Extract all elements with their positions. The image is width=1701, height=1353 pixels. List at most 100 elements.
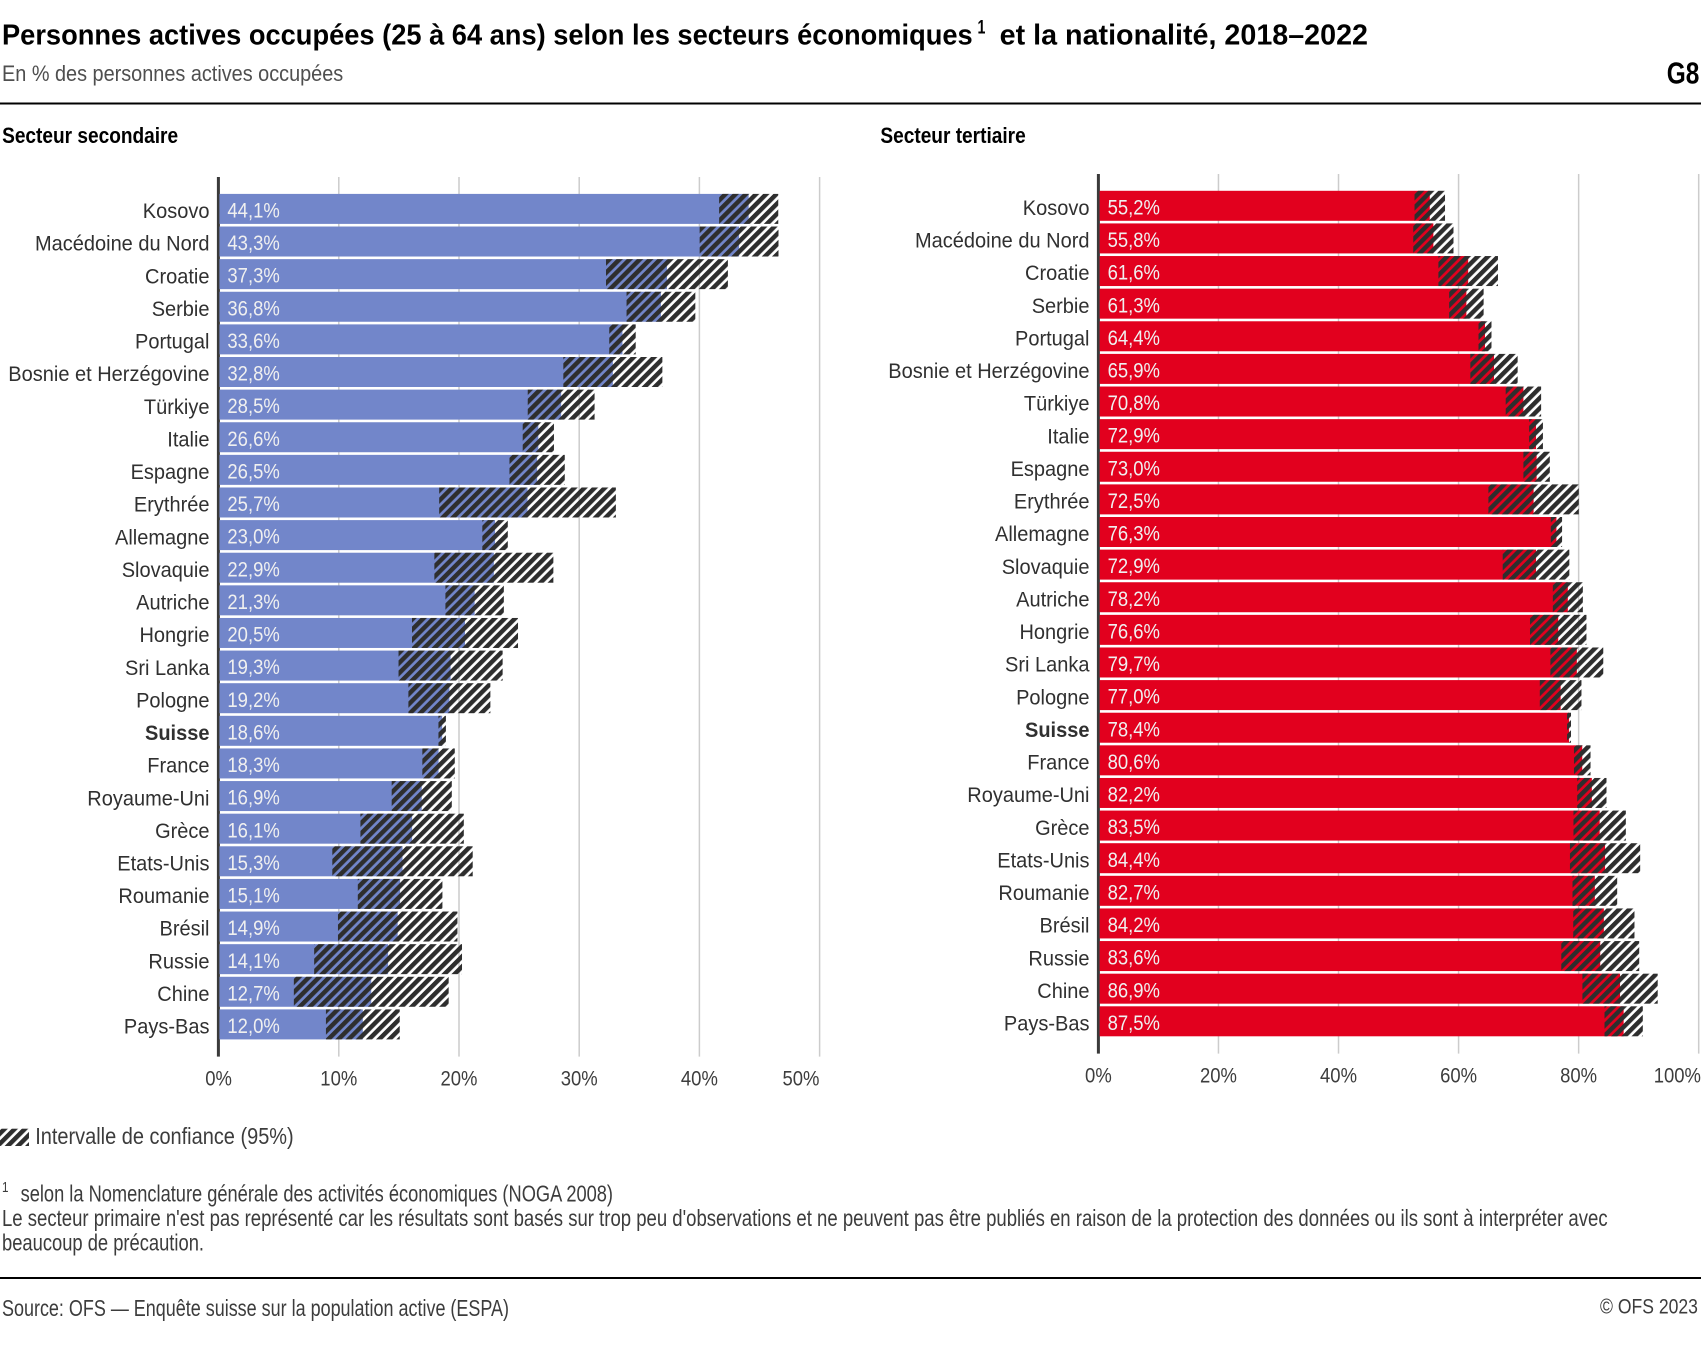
svg-text:Italie: Italie (1047, 424, 1089, 448)
svg-text:83,6%: 83,6% (1108, 946, 1160, 970)
svg-text:21,3%: 21,3% (227, 590, 279, 614)
svg-text:16,1%: 16,1% (227, 818, 279, 842)
svg-text:Russie: Russie (148, 949, 209, 973)
svg-text:Allemagne: Allemagne (115, 525, 210, 549)
svg-text:Macédoine du Nord: Macédoine du Nord (35, 232, 210, 256)
svg-text:Erythrée: Erythrée (134, 493, 210, 517)
svg-text:Bosnie et Herzégovine: Bosnie et Herzégovine (8, 362, 209, 386)
svg-text:Türkiye: Türkiye (1024, 392, 1090, 416)
svg-text:France: France (147, 754, 209, 778)
svg-text:Slovaquie: Slovaquie (122, 558, 210, 582)
svg-text:72,9%: 72,9% (1108, 554, 1160, 578)
svg-text:Suisse: Suisse (1025, 718, 1090, 742)
svg-text:Grèce: Grèce (155, 819, 209, 843)
svg-text:Royaume-Uni: Royaume-Uni (967, 783, 1089, 807)
svg-text:100%: 100% (1654, 1064, 1701, 1088)
svg-text:Serbie: Serbie (152, 297, 210, 321)
svg-text:40%: 40% (681, 1067, 718, 1091)
svg-text:Sri Lanka: Sri Lanka (125, 656, 210, 680)
svg-text:Macédoine du Nord: Macédoine du Nord (915, 229, 1090, 253)
svg-text:76,6%: 76,6% (1108, 619, 1160, 643)
svg-text:Grèce: Grèce (1035, 816, 1089, 840)
svg-text:16,9%: 16,9% (227, 786, 279, 810)
svg-text:72,5%: 72,5% (1108, 489, 1160, 513)
svg-text:20,5%: 20,5% (227, 623, 279, 647)
svg-text:25,7%: 25,7% (227, 492, 279, 516)
svg-text:Chine: Chine (157, 982, 209, 1006)
svg-text:15,1%: 15,1% (227, 884, 279, 908)
svg-text:Hongrie: Hongrie (1020, 620, 1090, 644)
svg-text:Chine: Chine (1037, 979, 1089, 1003)
svg-text:12,0%: 12,0% (227, 1014, 279, 1038)
svg-text:En % des personnes actives occ: En % des personnes actives occupées (2, 61, 343, 86)
svg-text:Türkiye: Türkiye (144, 395, 210, 419)
svg-text:44,1%: 44,1% (227, 199, 279, 223)
svg-text:76,3%: 76,3% (1108, 522, 1160, 546)
svg-text:50%: 50% (783, 1067, 820, 1091)
svg-text:20%: 20% (441, 1067, 478, 1091)
svg-text:78,4%: 78,4% (1108, 717, 1160, 741)
svg-text:80%: 80% (1560, 1064, 1597, 1088)
svg-text:1: 1 (978, 17, 986, 39)
svg-text:77,0%: 77,0% (1108, 685, 1160, 709)
svg-text:23,0%: 23,0% (227, 525, 279, 549)
svg-text:Brésil: Brésil (1040, 914, 1090, 938)
svg-text:84,2%: 84,2% (1108, 913, 1160, 937)
svg-text:Italie: Italie (167, 427, 209, 451)
svg-text:Russie: Russie (1028, 946, 1089, 970)
svg-text:37,3%: 37,3% (227, 264, 279, 288)
svg-text:Croatie: Croatie (145, 264, 210, 288)
svg-text:65,9%: 65,9% (1108, 359, 1160, 383)
svg-text:84,4%: 84,4% (1108, 848, 1160, 872)
svg-text:Kosovo: Kosovo (1023, 196, 1090, 220)
svg-text:60%: 60% (1440, 1064, 1477, 1088)
svg-text:Royaume-Uni: Royaume-Uni (87, 786, 209, 810)
svg-text:61,6%: 61,6% (1108, 261, 1160, 285)
svg-text:83,5%: 83,5% (1108, 815, 1160, 839)
svg-text:82,2%: 82,2% (1108, 783, 1160, 807)
svg-text:72,9%: 72,9% (1108, 424, 1160, 448)
svg-text:64,4%: 64,4% (1108, 326, 1160, 350)
svg-text:43,3%: 43,3% (227, 231, 279, 255)
svg-text:Source: OFS — Enquête suisse s: Source: OFS — Enquête suisse sur la popu… (2, 1295, 509, 1321)
svg-text:22,9%: 22,9% (227, 557, 279, 581)
svg-text:30%: 30% (561, 1067, 598, 1091)
svg-text:Pays-Bas: Pays-Bas (1004, 1012, 1090, 1036)
svg-text:19,2%: 19,2% (227, 688, 279, 712)
svg-text:Autriche: Autriche (1016, 587, 1089, 611)
svg-text:36,8%: 36,8% (227, 296, 279, 320)
svg-text:80,6%: 80,6% (1108, 750, 1160, 774)
svg-text:15,3%: 15,3% (227, 851, 279, 875)
svg-text:61,3%: 61,3% (1108, 293, 1160, 317)
svg-text:Pologne: Pologne (136, 688, 209, 712)
svg-text:73,0%: 73,0% (1108, 456, 1160, 480)
svg-text:Brésil: Brésil (160, 917, 210, 941)
svg-text:86,9%: 86,9% (1108, 978, 1160, 1002)
svg-text:14,1%: 14,1% (227, 949, 279, 973)
svg-text:G8: G8 (1667, 57, 1700, 90)
svg-text:12,7%: 12,7% (227, 981, 279, 1005)
svg-text:1: 1 (2, 1179, 9, 1196)
svg-text:Croatie: Croatie (1025, 261, 1090, 285)
svg-text:82,7%: 82,7% (1108, 880, 1160, 904)
svg-text:79,7%: 79,7% (1108, 652, 1160, 676)
svg-text:32,8%: 32,8% (227, 362, 279, 386)
svg-text:26,5%: 26,5% (227, 459, 279, 483)
svg-text:Roumanie: Roumanie (118, 884, 209, 908)
svg-text:Serbie: Serbie (1032, 294, 1090, 318)
svg-text:Intervalle de confiance (95%): Intervalle de confiance (95%) (35, 1123, 294, 1149)
svg-text:Le secteur primaire n'est pas: Le secteur primaire n'est pas représenté… (2, 1205, 1608, 1231)
svg-text:87,5%: 87,5% (1108, 1011, 1160, 1035)
svg-text:55,2%: 55,2% (1108, 195, 1160, 219)
svg-text:Hongrie: Hongrie (140, 623, 210, 647)
svg-text:selon la Nomenclature générale: selon la Nomenclature générale des activ… (21, 1180, 613, 1206)
svg-text:0%: 0% (205, 1067, 232, 1091)
svg-text:Portugal: Portugal (1015, 326, 1090, 350)
svg-text:Espagne: Espagne (1011, 457, 1090, 481)
svg-text:28,5%: 28,5% (227, 394, 279, 418)
svg-text:18,3%: 18,3% (227, 753, 279, 777)
svg-text:Secteur tertiaire: Secteur tertiaire (880, 123, 1025, 148)
svg-text:beaucoup de précaution.: beaucoup de précaution. (2, 1230, 204, 1256)
svg-text:33,6%: 33,6% (227, 329, 279, 353)
svg-text:0%: 0% (1085, 1064, 1112, 1088)
